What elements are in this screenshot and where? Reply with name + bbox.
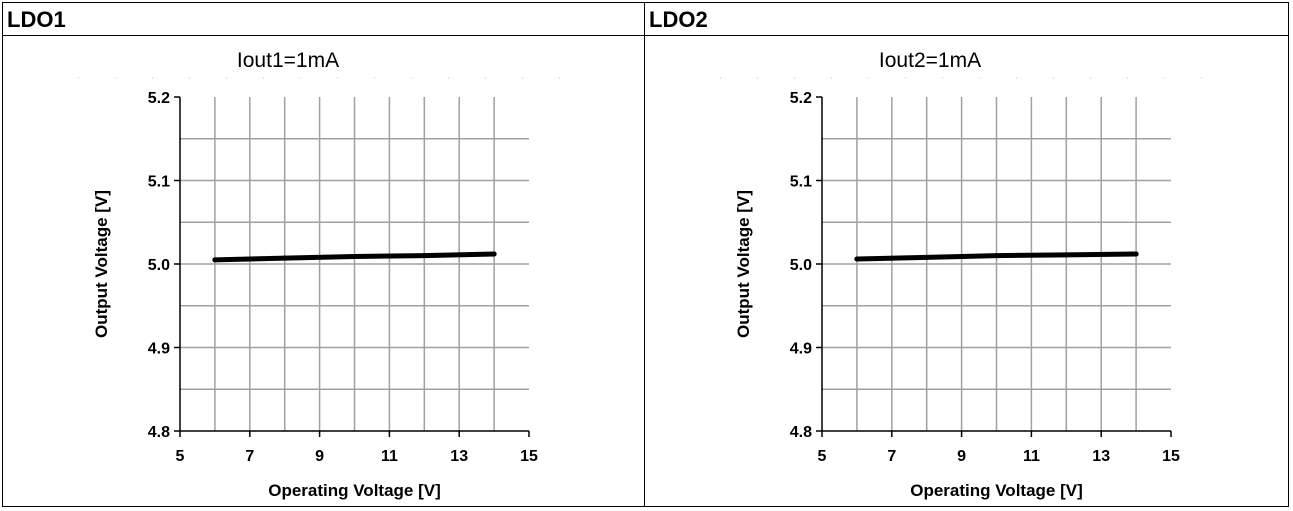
y-axis-label: Output Voltage [V] — [734, 190, 753, 338]
x-tick-label: 9 — [957, 448, 966, 465]
panel-ldo1: LDO1 Iout1=1mA 4.8 4.9 5.0 5.1 5.2 5 7 9 11 13 15 Op… — [3, 3, 645, 506]
data-point — [854, 256, 860, 262]
chart-title: Iout2=1mA — [879, 49, 981, 72]
x-tick-label: 5 — [818, 448, 827, 465]
y-tick-label: 4.9 — [148, 341, 170, 358]
x-tick-label: 7 — [887, 448, 896, 465]
data-point — [994, 253, 999, 259]
x-tick-label: 13 — [1092, 448, 1110, 465]
data-point — [1133, 251, 1139, 257]
x-tick-label: 7 — [245, 448, 254, 465]
data-point — [282, 255, 288, 261]
y-tick-label: 5.2 — [790, 90, 812, 107]
data-point — [1063, 252, 1069, 258]
chart-ldo1: Iout1=1mA 4.8 4.9 5.0 5.1 5.2 5 7 9 11 13 15 Operati… — [78, 49, 573, 500]
x-tick-label: 9 — [315, 448, 324, 465]
y-tick-label: 5.1 — [148, 174, 170, 191]
x-tick-label: 13 — [450, 448, 468, 465]
chart-ldo2: Iout2=1mA 4.8 4.9 5.0 5.1 5.2 5 7 9 11 13 15 Operati… — [720, 49, 1215, 500]
chart-title: Iout1=1mA — [237, 49, 339, 72]
y-axis-label: Output Voltage [V] — [92, 190, 111, 338]
x-tick-label: 5 — [176, 448, 185, 465]
y-tick-label: 4.8 — [790, 424, 812, 441]
y-tick-label: 5.0 — [148, 257, 170, 274]
x-tick-label: 11 — [381, 448, 398, 465]
y-tick-label: 5.1 — [790, 174, 812, 191]
x-tick-label: 11 — [1023, 448, 1040, 465]
y-tick-label: 4.8 — [148, 424, 170, 441]
data-point — [491, 251, 497, 257]
x-tick-label: 15 — [520, 448, 538, 465]
panel-title: LDO2 — [645, 3, 1288, 36]
y-tick-label: 5.2 — [148, 90, 170, 107]
x-axis-label: Operating Voltage [V] — [268, 481, 441, 500]
data-point — [212, 257, 218, 263]
panel-ldo2: LDO2 Iout2=1mA 4.8 4.9 5.0 5.1 5.2 5 7 9 11 13 15 Op… — [645, 3, 1288, 506]
x-axis-label: Operating Voltage [V] — [910, 481, 1083, 500]
x-tick-label: 15 — [1162, 448, 1180, 465]
panel-title: LDO1 — [3, 3, 644, 36]
data-point — [421, 253, 427, 259]
data-point — [352, 253, 357, 259]
y-tick-label: 5.0 — [790, 257, 812, 274]
y-tick-label: 4.9 — [790, 341, 812, 358]
data-point — [924, 254, 930, 260]
